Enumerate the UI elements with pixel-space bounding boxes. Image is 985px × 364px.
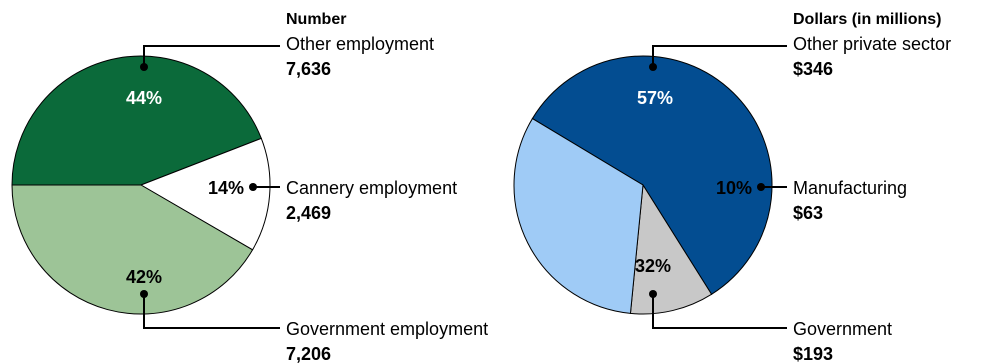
slice-percent-label: 44% bbox=[126, 88, 162, 108]
slice-value: $193 bbox=[793, 344, 833, 364]
slice-value: 7,206 bbox=[286, 344, 331, 364]
slice-label: Government bbox=[793, 319, 892, 339]
pie-slice-government-employment bbox=[11, 184, 254, 315]
callout-line bbox=[143, 45, 280, 67]
slice-value: 2,469 bbox=[286, 203, 331, 223]
slice-percent-label: 14% bbox=[208, 178, 244, 198]
callout-dot bbox=[140, 63, 148, 71]
slice-value: $346 bbox=[793, 59, 833, 79]
pie-slices bbox=[11, 55, 271, 315]
callout-line bbox=[652, 294, 787, 329]
callout-dot bbox=[140, 290, 148, 298]
slice-value: $63 bbox=[793, 203, 823, 223]
slice-label: Government employment bbox=[286, 319, 488, 339]
slice-percent-label: 42% bbox=[126, 267, 162, 287]
pie-slice-government bbox=[513, 117, 644, 314]
chart-header: Dollars (in millions) bbox=[793, 11, 941, 28]
pie-slices bbox=[513, 55, 773, 315]
slice-percent-label: 57% bbox=[637, 88, 673, 108]
callout-dot bbox=[757, 183, 765, 191]
slice-label: Manufacturing bbox=[793, 178, 907, 198]
callout-dot bbox=[249, 183, 257, 191]
slice-label: Other private sector bbox=[793, 34, 951, 54]
pie-slice-other-employment bbox=[11, 55, 262, 186]
pie-slice-cannery-employment bbox=[139, 137, 271, 251]
pie-chart-dollars: Dollars (in millions) 57% Other private … bbox=[513, 11, 951, 364]
slice-label: Cannery employment bbox=[286, 178, 457, 198]
pie-slice-other-private-sector bbox=[531, 55, 773, 295]
callout-line bbox=[652, 45, 787, 67]
slice-value: 7,636 bbox=[286, 59, 331, 79]
callout-line bbox=[143, 294, 280, 329]
pie-chart-employment: Number 44% Other employment 7,636 14% Ca… bbox=[11, 11, 488, 364]
slice-percent-label: 32% bbox=[635, 256, 671, 276]
chart-header: Number bbox=[286, 11, 346, 28]
slice-percent-label: 10% bbox=[716, 178, 752, 198]
slice-label: Other employment bbox=[286, 34, 434, 54]
callout-dot bbox=[649, 63, 657, 71]
pie-slice-manufacturing bbox=[629, 183, 713, 315]
callout-dot bbox=[649, 290, 657, 298]
